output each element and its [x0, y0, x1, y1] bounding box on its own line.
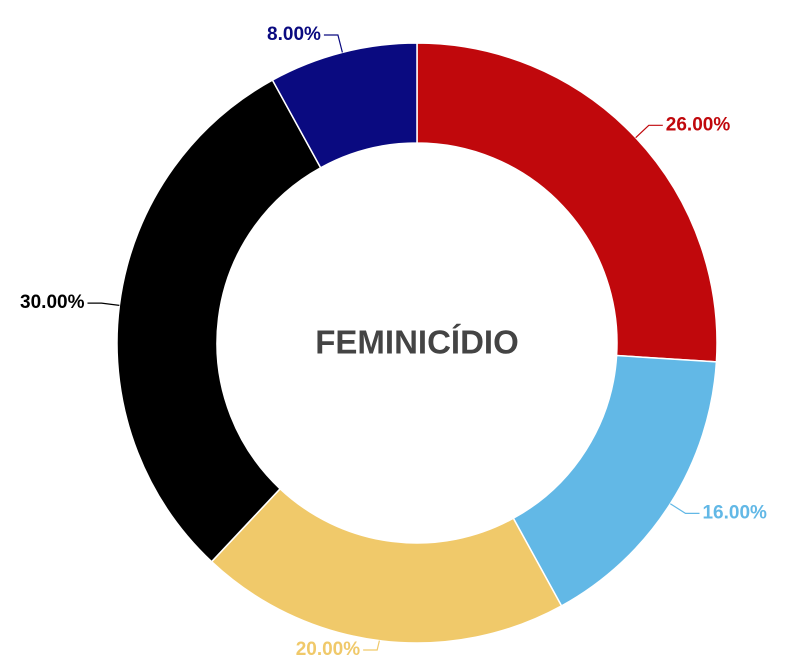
data-label: 16.00% — [702, 502, 767, 523]
leader-line — [635, 124, 663, 139]
leader-line — [323, 34, 343, 53]
data-label: 8.00% — [267, 24, 321, 45]
slice — [512, 354, 718, 607]
chart-title: FEMINICÍDIO — [315, 324, 519, 361]
leader-line — [669, 503, 700, 514]
slice — [210, 487, 563, 644]
data-label: 20.00% — [296, 639, 361, 660]
data-label: 30.00% — [20, 292, 85, 313]
data-label: 26.00% — [666, 114, 731, 135]
slice — [271, 42, 418, 169]
slice — [116, 79, 322, 563]
leader-line — [363, 640, 380, 651]
slice — [416, 42, 718, 363]
leader-line — [87, 302, 120, 306]
